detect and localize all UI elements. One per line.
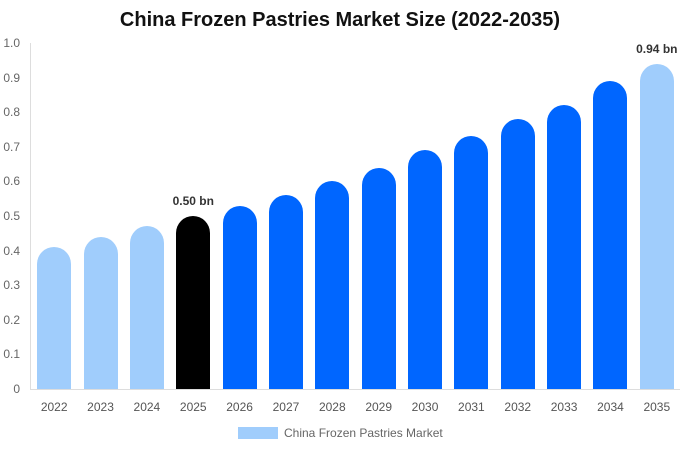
bar-2022[interactable]	[37, 247, 72, 389]
y-axis-line	[30, 43, 31, 389]
bar-2025[interactable]	[176, 216, 211, 389]
bar-2027[interactable]	[268, 195, 303, 389]
y-tick-label: 0.6	[3, 174, 20, 189]
legend[interactable]: China Frozen Pastries Market	[238, 426, 443, 440]
bar-2024[interactable]	[129, 226, 164, 389]
y-tick-label: 0.7	[3, 139, 20, 154]
bar-2023[interactable]	[83, 236, 118, 389]
y-tick-label: 0.4	[3, 243, 20, 258]
bar-2030[interactable]	[408, 150, 443, 389]
x-tick-label: 2023	[87, 400, 114, 414]
y-tick-label: 0.2	[3, 312, 20, 327]
y-tick-label: 0	[13, 382, 20, 396]
legend-label: China Frozen Pastries Market	[284, 426, 443, 440]
x-tick-label: 2034	[597, 400, 624, 414]
x-tick-label: 2033	[550, 400, 578, 414]
x-axis-line	[30, 389, 680, 390]
bar-2032[interactable]	[500, 119, 535, 389]
chart-title: China Frozen Pastries Market Size (2022-…	[119, 9, 561, 31]
bar-2031[interactable]	[454, 136, 489, 389]
data-label-2035: 0.94 bn	[636, 41, 678, 56]
bar-2033[interactable]	[547, 105, 582, 389]
bar-2034[interactable]	[593, 81, 628, 389]
data-label-2025: 0.50 bn	[172, 194, 214, 208]
y-tick-label: 0.9	[3, 70, 20, 85]
x-tick-label: 2022	[40, 400, 68, 414]
bar-2026[interactable]	[222, 205, 257, 389]
y-tick-label: 0.3	[3, 278, 20, 293]
x-tick-label: 2035	[643, 400, 671, 414]
y-tick-label: 0.1	[3, 347, 20, 362]
x-tick-label: 2025	[179, 400, 207, 414]
x-tick-label: 2027	[272, 400, 300, 414]
bar-2035[interactable]	[639, 63, 674, 389]
bar-2028[interactable]	[315, 181, 350, 389]
x-tick-label: 2032	[504, 400, 532, 414]
y-tick-label: 0.5	[3, 209, 20, 223]
y-tick-label: 0.8	[3, 105, 20, 120]
x-tick-label: 2024	[133, 400, 161, 414]
x-tick-label: 2026	[226, 400, 253, 414]
x-tick-label: 2031	[458, 400, 485, 414]
x-tick-label: 2028	[318, 400, 346, 414]
x-tick-label: 2029	[365, 400, 393, 414]
bar-2029[interactable]	[361, 167, 396, 389]
legend-swatch	[238, 427, 278, 439]
x-tick-label: 2030	[411, 400, 439, 414]
y-tick-label: 1.0	[3, 36, 20, 50]
